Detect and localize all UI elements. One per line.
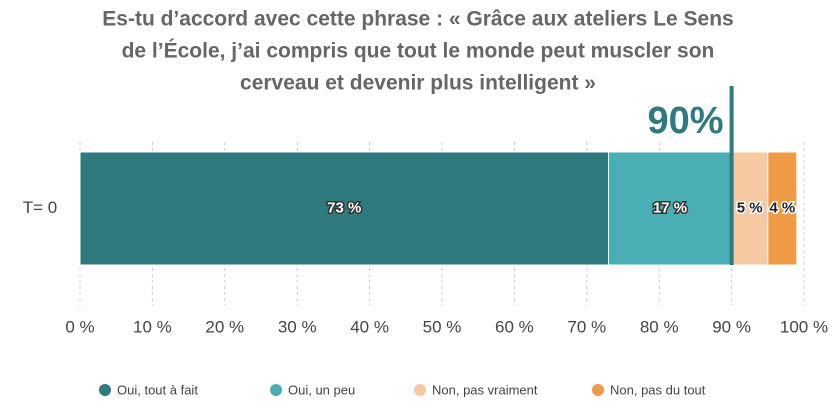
- bar-segment: [767, 151, 798, 266]
- y-tick-label: T= 0: [23, 198, 58, 217]
- value-label: 5 %: [737, 199, 763, 216]
- legend-label: Oui, tout à fait: [117, 382, 198, 397]
- x-tick-label: 90 %: [712, 317, 751, 336]
- x-tick-label: 80 %: [640, 317, 679, 336]
- legend-marker: [99, 384, 111, 396]
- annotation-label: 90%: [648, 100, 724, 142]
- value-label: 17 %: [653, 199, 687, 216]
- x-tick-label: 100 %: [780, 317, 828, 336]
- legend-marker: [414, 384, 426, 396]
- x-tick-label: 20 %: [205, 317, 244, 336]
- value-label: 4 %: [769, 199, 795, 216]
- x-tick-label: 40 %: [350, 317, 389, 336]
- value-label: 73 %: [327, 199, 361, 216]
- x-tick-label: 0 %: [65, 317, 94, 336]
- chart-title: cerveau et devenir plus intelligent »: [240, 72, 596, 95]
- legend-marker: [592, 384, 604, 396]
- x-tick-label: 50 %: [423, 317, 462, 336]
- legend-marker: [270, 384, 282, 396]
- chart-title: Es-tu d’accord avec cette phrase : « Grâ…: [102, 8, 733, 31]
- x-tick-label: 30 %: [278, 317, 317, 336]
- x-tick-label: 60 %: [495, 317, 534, 336]
- bar-segment: [79, 151, 610, 266]
- legend-label: Non, pas du tout: [610, 382, 706, 397]
- chart-title: de l’École, j’ai compris que tout le mon…: [122, 40, 715, 63]
- x-tick-label: 70 %: [567, 317, 606, 336]
- bar-segment: [731, 151, 769, 266]
- legend-label: Non, pas vraiment: [432, 382, 538, 397]
- x-tick-label: 10 %: [133, 317, 172, 336]
- bar-segment: [608, 151, 733, 266]
- legend-label: Oui, un peu: [288, 382, 355, 397]
